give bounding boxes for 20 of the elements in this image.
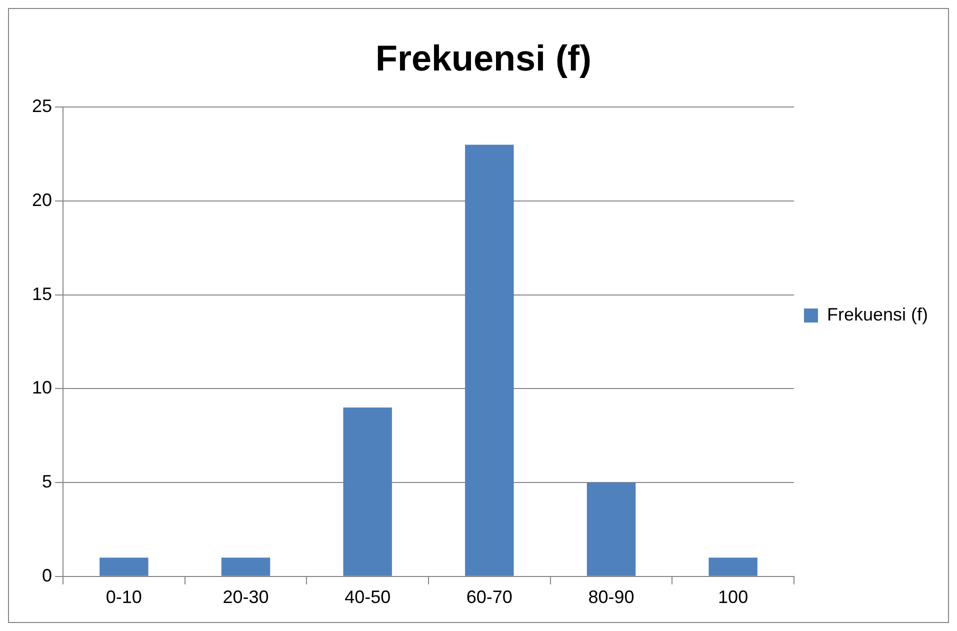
x-tick-label: 100 [718, 587, 748, 608]
bar [465, 144, 514, 576]
chart-title: Frekuensi (f) [375, 38, 592, 79]
y-tick-label: 25 [32, 96, 52, 116]
legend-label: Frekuensi (f) [826, 304, 928, 324]
y-tick-label: 15 [32, 284, 52, 304]
y-tick-label: 10 [32, 378, 52, 398]
x-tick-label: 80-90 [588, 587, 634, 608]
bar [586, 482, 636, 576]
y-tick-label: 20 [32, 190, 52, 210]
y-tick-label: 5 [42, 472, 52, 492]
x-tick-label: 20-30 [222, 587, 269, 608]
bar [221, 558, 270, 576]
bar [100, 558, 148, 576]
x-tick-label: 60-70 [466, 587, 512, 608]
x-tick-label: 0-10 [106, 587, 142, 608]
x-tick-label: 40-50 [344, 587, 391, 608]
bar [708, 558, 758, 576]
bar [343, 407, 392, 576]
y-tick-label: 0 [42, 565, 52, 586]
